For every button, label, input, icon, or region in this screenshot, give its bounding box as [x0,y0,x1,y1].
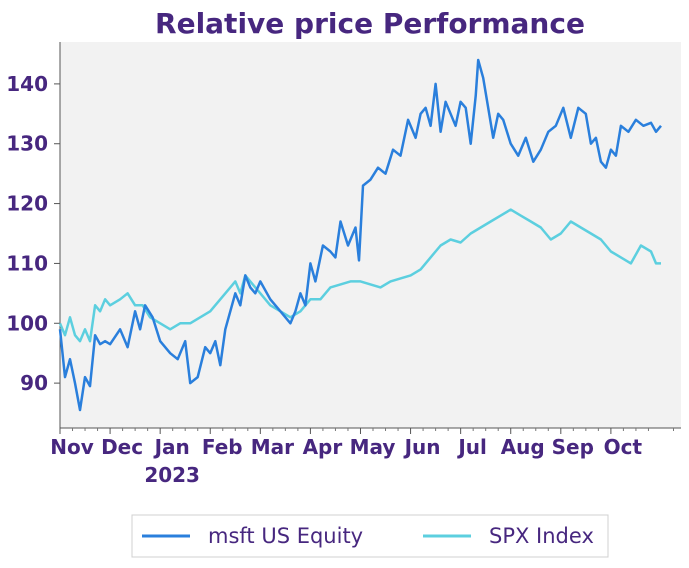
x-tick-year-label: 2023 [144,463,200,487]
y-tick-label: 90 [20,371,48,395]
x-tick-label: Dec [101,435,143,459]
y-tick-label: 120 [6,192,48,216]
y-tick-label: 110 [6,251,48,275]
x-tick-label: Apr [303,435,343,459]
legend-label-msft: msft US Equity [208,524,363,548]
x-tick-label: Mar [251,435,294,459]
plot-area [60,42,681,428]
series-line-msft [58,58,662,412]
legend: msft US Equity SPX Index [131,514,609,558]
series-layer [58,58,662,412]
x-tick-label: Sep [552,435,594,459]
y-axis: 90 100 110 120 130 140 [6,42,61,428]
x-tick-label: Jan [153,435,190,459]
legend-box [131,514,609,558]
legend-label-spx: SPX Index [489,524,594,548]
x-tick-label: Nov [50,435,94,459]
y-tick-label: 100 [6,311,48,335]
y-tick-label: 130 [6,132,48,156]
series-line-spx [58,208,661,343]
x-tick-label: Oct [604,435,643,459]
x-tick-label: Feb [202,435,243,459]
chart-title: Relative price Performance [155,7,585,40]
x-tick-label: Jun [403,435,441,459]
x-tick-label: May [350,435,396,459]
x-tick-label: Aug [501,435,545,459]
x-tick-label: Jul [456,435,487,459]
y-tick-label: 140 [6,72,48,96]
